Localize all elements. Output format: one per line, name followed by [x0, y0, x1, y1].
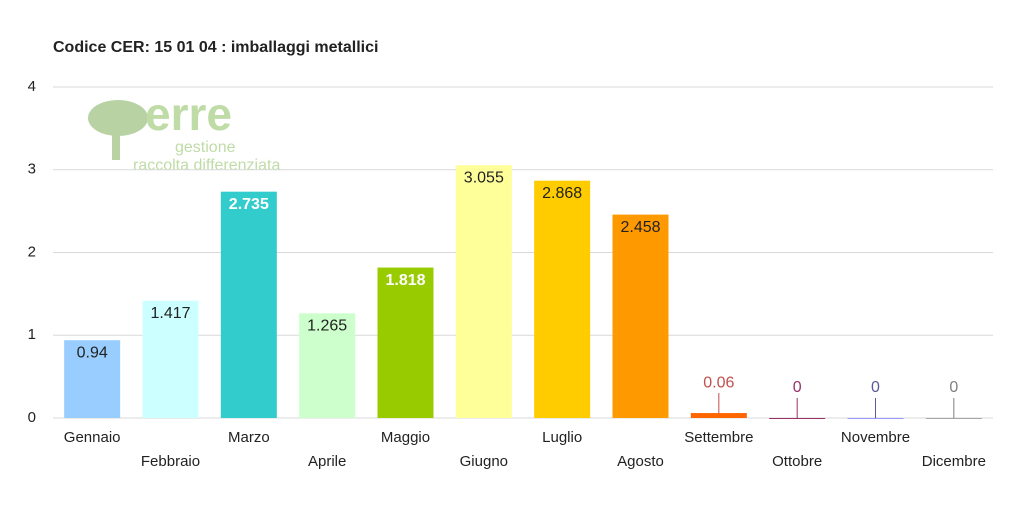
bar: [377, 267, 434, 418]
chart-title: Codice CER: 15 01 04 : imballaggi metall…: [53, 39, 378, 56]
x-tick-label: Dicembre: [922, 453, 986, 470]
x-tick-label: Luglio: [542, 429, 582, 446]
watermark: erre gestione raccolta differenziata: [88, 88, 280, 174]
bar: [690, 413, 747, 418]
x-tick-label: Aprile: [308, 453, 346, 470]
value-label: 0.06: [703, 374, 734, 391]
y-tick-label: 0: [28, 409, 36, 426]
x-tick-label: Gennaio: [64, 429, 121, 446]
value-label: 0: [871, 379, 880, 396]
logo-tree: [88, 100, 148, 136]
y-tick-label: 2: [28, 243, 36, 260]
value-label: 1.818: [385, 272, 425, 289]
y-tick-label: 1: [28, 326, 36, 343]
x-tick-label: Settembre: [684, 429, 753, 446]
bar: [299, 313, 356, 418]
bar: [64, 340, 121, 418]
value-label: 0: [793, 379, 802, 396]
value-label: 1.417: [150, 305, 190, 322]
bar: [534, 180, 591, 418]
x-tick-label: Maggio: [381, 429, 430, 446]
bar: [769, 418, 826, 419]
y-tick-label: 3: [28, 161, 36, 178]
bar: [142, 300, 199, 418]
x-tick-label: Giugno: [460, 453, 508, 470]
value-label: 2.458: [620, 219, 660, 236]
value-label: 0.94: [77, 344, 108, 361]
x-tick-label: Agosto: [617, 453, 664, 470]
value-label: 2.868: [542, 185, 582, 202]
x-tick-label: Febbraio: [141, 453, 200, 470]
value-label: 0: [949, 379, 958, 396]
logo-trunk: [112, 125, 120, 160]
value-label: 3.055: [464, 169, 504, 186]
x-tick-label: Ottobre: [772, 453, 822, 470]
value-label: 2.735: [229, 196, 269, 213]
bar: [925, 418, 982, 419]
bar: [455, 165, 512, 418]
bar: [612, 214, 669, 418]
bar: [220, 191, 277, 418]
y-tick-label: 4: [28, 78, 36, 95]
watermark-text: raccolta differenziata: [133, 157, 280, 174]
x-tick-label: Marzo: [228, 429, 270, 446]
watermark-text: erre: [145, 88, 232, 140]
value-label: 1.265: [307, 318, 347, 335]
watermark-text: gestione: [175, 139, 236, 156]
x-tick-label: Novembre: [841, 429, 910, 446]
bar: [847, 418, 904, 419]
